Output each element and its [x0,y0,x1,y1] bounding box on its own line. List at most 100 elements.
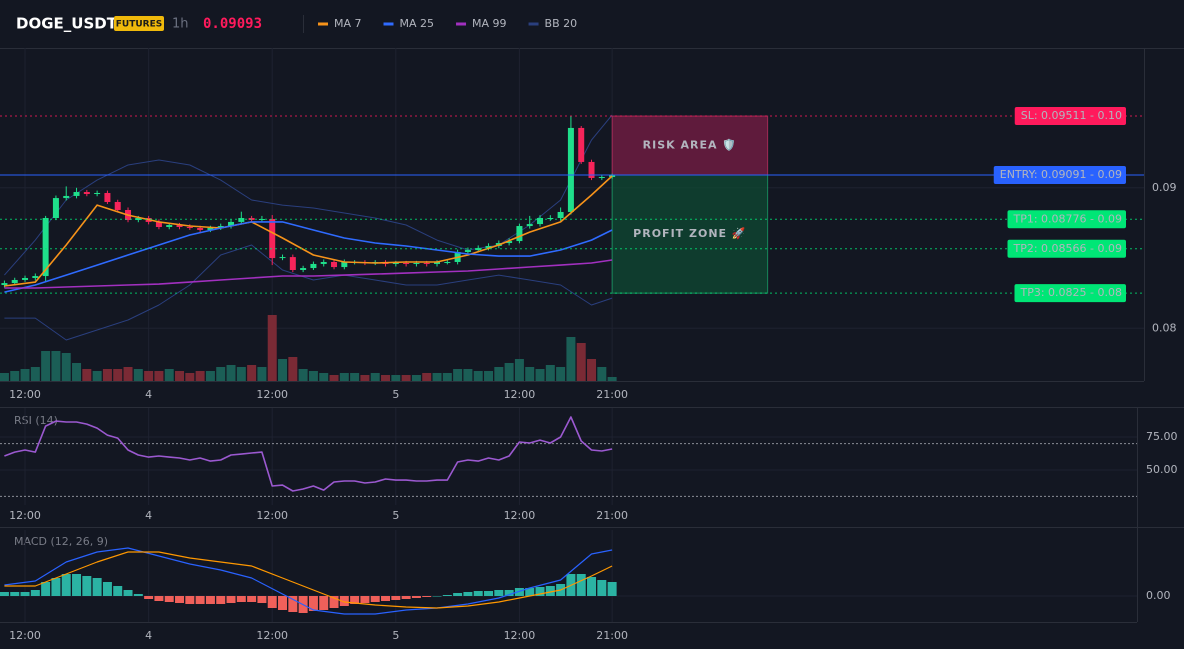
macd-histogram [391,596,401,600]
volume-bar [381,375,391,381]
volume-bar [278,359,288,381]
candle-body [279,257,286,259]
macd-histogram [92,578,102,596]
candle-body [1,283,8,286]
candle-body [135,218,142,220]
macd-histogram [504,590,514,596]
volume-bar [463,369,473,381]
badge: FUTURES [116,20,162,30]
candle-body [228,221,235,227]
candle-body [207,227,214,230]
volume-bar [205,371,215,381]
macd-histogram [185,596,195,604]
volume-bar [597,367,607,381]
volume-bar [484,371,494,381]
volume-bar [576,343,586,381]
volume-bar [92,371,102,381]
candle-body [73,192,80,196]
ma-line [4,221,613,293]
x-tick-label: 12:00 [504,509,536,522]
x-tick-label: 21:00 [596,629,628,642]
volume-bar [401,375,411,381]
volume-bar [298,369,308,381]
legend-label: MA 7 [334,17,362,30]
y-tick-label: 75.00 [1146,430,1178,443]
volume-bar [185,373,195,381]
macd-histogram [308,596,318,611]
macd-histogram [381,596,391,601]
volume-bar [61,353,71,381]
volume-bar [432,373,442,381]
macd-histogram [257,596,267,603]
macd-histogram [545,586,555,596]
candle-body [63,195,70,199]
ma-line [4,259,613,289]
volume-bar [587,359,597,381]
level-label: ENTRY: 0.09091 - 0.09 [1000,168,1122,181]
macd-histogram [587,577,597,596]
candle-body [423,262,430,264]
macd-histogram [535,587,545,596]
macd-line [4,551,613,609]
candle-body [269,218,276,259]
macd-histogram [401,596,411,599]
x-tick-label: 5 [392,388,399,401]
zone-label: PROFIT ZONE 🚀 [633,227,746,240]
volume-bar [422,373,432,381]
volume-bar [545,365,555,381]
volume-bar [51,351,61,381]
macd-histogram [226,596,236,603]
macd-histogram [144,596,154,599]
volume-bar [329,375,339,381]
candle-body [526,224,533,227]
candle-body [434,261,441,264]
zone-label: RISK AREA 🛡️ [643,139,737,152]
volume-bar [113,369,123,381]
macd-histogram [30,590,40,596]
x-tick-label: 12:00 [256,629,288,642]
macd-histogram [278,596,288,610]
level-label-bg [1007,239,1126,258]
candle-body [464,250,471,253]
bb-lower [4,244,613,341]
macd-histogram [102,582,112,596]
macd-histogram [61,574,71,596]
level-label: TP3: 0.0825 - 0.08 [1020,286,1123,299]
macd-histogram [525,588,535,596]
candle-body [403,262,410,264]
macd-histogram [0,592,9,596]
macd-histogram [267,596,277,608]
candle-body [444,261,451,263]
candle-body [331,261,338,268]
macd-histogram [288,596,298,612]
macd-histogram [607,582,617,596]
volume-bar [288,357,298,381]
volume-bar [360,375,370,381]
rsi-title: RSI (14) [14,414,58,427]
volume-bar [494,367,504,381]
volume-bar [164,369,174,381]
candle-body [11,279,18,284]
macd-histogram [494,590,504,596]
macd-histogram [473,591,483,596]
candle-body [475,248,482,251]
level-label-bg [1007,210,1126,229]
candle-body [310,263,317,269]
macd-histogram [123,590,133,596]
volume-bar [216,367,226,381]
macd-histogram [216,596,226,604]
volume-bar [504,363,514,381]
volume-bar [514,359,524,381]
level-label-bg [1014,284,1126,303]
volume-bar [144,371,154,381]
volume-bar [350,373,360,381]
volume-bar [123,367,133,381]
volume-bar [133,369,143,381]
y-tick-label: 0.00 [1146,589,1171,602]
x-tick-label: 5 [392,509,399,522]
macd-histogram [133,594,143,596]
volume-bar [535,369,545,381]
level-label: SL: 0.09511 - 0.10 [1021,109,1122,122]
candle-body [485,245,492,249]
candle-body [238,218,245,222]
